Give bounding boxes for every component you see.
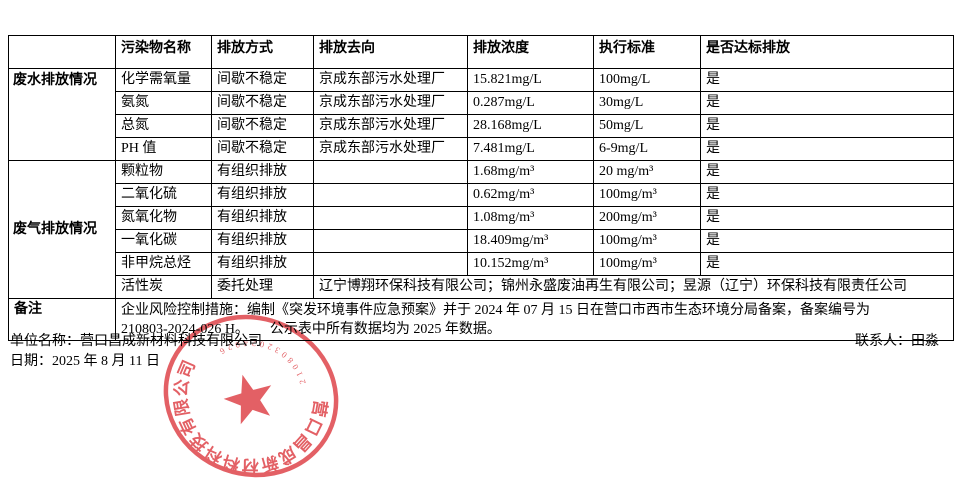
section-label-exhaust-gas: 废气排放情况 [8, 160, 116, 299]
table-row: 废水排放情况 化学需氧量 间歇不稳定 京成东部污水处理厂 15.821mg/L … [8, 68, 954, 161]
cell: 委托处理 [211, 275, 314, 299]
corner-cell [8, 35, 116, 69]
cell: 是 [700, 183, 954, 207]
cell: 有组织排放 [211, 206, 314, 230]
table-row: 氨氮 间歇不稳定 京成东部污水处理厂 0.287mg/L 30mg/L 是 [9, 91, 954, 115]
cell: 氮氧化物 [115, 206, 212, 230]
cell: 1.68mg/m³ [467, 160, 594, 184]
cell: 京成东部污水处理厂 [313, 114, 468, 138]
cell: 一氧化碳 [115, 229, 212, 253]
cell: 是 [700, 252, 954, 276]
col-header-concentration: 排放浓度 [467, 35, 594, 69]
section-label-wastewater: 废水排放情况 [8, 68, 116, 161]
cell: 颗粒物 [115, 160, 212, 184]
cell: 100mg/m³ [593, 229, 701, 253]
cell: 有组织排放 [211, 160, 314, 184]
col-header-pollutant: 污染物名称 [115, 35, 212, 69]
header-row: 污染物名称 排放方式 排放去向 排放浓度 执行标准 是否达标排放 [8, 35, 954, 69]
cell: 200mg/m³ [593, 206, 701, 230]
cell: 京成东部污水处理厂 [313, 137, 468, 161]
cell [313, 206, 468, 230]
col-header-compliance: 是否达标排放 [700, 35, 954, 69]
cell: 7.481mg/L [467, 137, 594, 161]
cell: 氨氮 [115, 91, 212, 115]
cell: 100mg/m³ [593, 252, 701, 276]
disposal-companies-cell: 辽宁博翔环保科技有限公司；锦州永盛废油再生有限公司；昱源（辽宁）环保科技有限责任… [313, 275, 954, 299]
cell: 非甲烷总烃 [115, 252, 212, 276]
cell: 活性炭 [115, 275, 212, 299]
cell: 18.409mg/m³ [467, 229, 594, 253]
cell: 0.62mg/m³ [467, 183, 594, 207]
cell: 30mg/L [593, 91, 701, 115]
cell: 100mg/m³ [593, 183, 701, 207]
cell: 是 [700, 229, 954, 253]
unit-name-line: 单位名称：营口昌成新材料科技有限公司 [10, 334, 262, 349]
cell: 是 [700, 114, 954, 138]
cell [313, 229, 468, 253]
cell: 有组织排放 [211, 252, 314, 276]
cell: 是 [700, 137, 954, 161]
emission-table: 污染物名称 排放方式 排放去向 排放浓度 执行标准 是否达标排放 废水排放情况 … [8, 35, 954, 341]
cell: 50mg/L [593, 114, 701, 138]
table-row: 氮氧化物 有组织排放 1.08mg/m³ 200mg/m³ 是 [9, 206, 954, 230]
cell: 化学需氧量 [115, 68, 212, 92]
table-row: 二氧化硫 有组织排放 0.62mg/m³ 100mg/m³ 是 [9, 183, 954, 207]
remark-line-1: 企业风险控制措施：编制《突发环境事件应急预案》并于 2024 年 07 月 15… [121, 303, 870, 318]
col-header-destination: 排放去向 [313, 35, 468, 69]
cell: 是 [700, 160, 954, 184]
cell: 间歇不稳定 [211, 68, 314, 92]
cell: 总氮 [115, 114, 212, 138]
table-row: 总氮 间歇不稳定 京成东部污水处理厂 28.168mg/L 50mg/L 是 [9, 114, 954, 138]
cell: 10.152mg/m³ [467, 252, 594, 276]
seal-company-text: 营口昌成新材料科技有限公司 [149, 348, 334, 482]
cell: 15.821mg/L [467, 68, 594, 92]
table-row: 一氧化碳 有组织排放 18.409mg/m³ 100mg/m³ 是 [9, 229, 954, 253]
cell [313, 183, 468, 207]
cell: 有组织排放 [211, 229, 314, 253]
cell: 6-9mg/L [593, 137, 701, 161]
table-row: 废气排放情况 颗粒物 有组织排放 1.68mg/m³ 20 mg/m³ 是 [8, 160, 954, 299]
cell: 是 [700, 91, 954, 115]
cell: 是 [700, 68, 954, 92]
remark-label: 备注 [8, 298, 116, 341]
contact-line: 联系人：田淼 [855, 334, 939, 349]
table-row: PH 值 间歇不稳定 京成东部污水处理厂 7.481mg/L 6-9mg/L 是 [9, 137, 954, 161]
cell: 100mg/L [593, 68, 701, 92]
col-header-method: 排放方式 [211, 35, 314, 69]
svg-text:营口昌成新材料科技有限公司: 营口昌成新材料科技有限公司 [149, 348, 334, 482]
cell: 28.168mg/L [467, 114, 594, 138]
table-row: 非甲烷总烃 有组织排放 10.152mg/m³ 100mg/m³ 是 [9, 252, 954, 276]
cell: 是 [700, 206, 954, 230]
cell: 京成东部污水处理厂 [313, 91, 468, 115]
cell: 1.08mg/m³ [467, 206, 594, 230]
col-header-standard: 执行标准 [593, 35, 701, 69]
cell: PH 值 [115, 137, 212, 161]
cell: 间歇不稳定 [211, 91, 314, 115]
seal-star-icon [223, 374, 272, 425]
table-row: 活性炭 委托处理 辽宁博翔环保科技有限公司；锦州永盛废油再生有限公司；昱源（辽宁… [9, 275, 954, 299]
cell: 京成东部污水处理厂 [313, 68, 468, 92]
cell: 二氧化硫 [115, 183, 212, 207]
emission-table-wrap: 污染物名称 排放方式 排放去向 排放浓度 执行标准 是否达标排放 废水排放情况 … [8, 35, 954, 341]
cell: 间歇不稳定 [211, 114, 314, 138]
cell: 0.287mg/L [467, 91, 594, 115]
cell [313, 252, 468, 276]
cell: 20 mg/m³ [593, 160, 701, 184]
cell [313, 160, 468, 184]
cell: 间歇不稳定 [211, 137, 314, 161]
cell: 有组织排放 [211, 183, 314, 207]
date-line: 日期：2025 年 8 月 11 日 [10, 354, 160, 369]
